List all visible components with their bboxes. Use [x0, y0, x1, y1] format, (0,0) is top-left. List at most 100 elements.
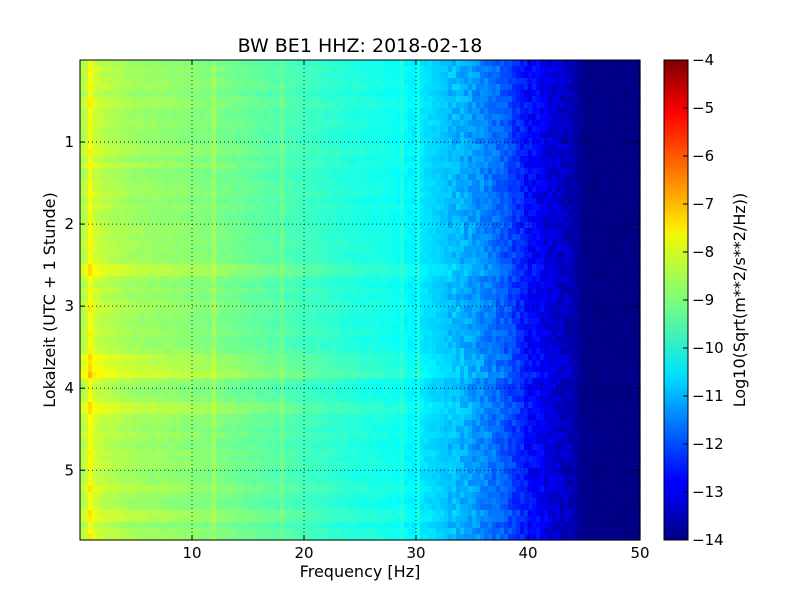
heatmap-cell: [84, 192, 89, 199]
heatmap-cell: [240, 156, 245, 163]
heatmap-cell: [404, 204, 409, 211]
heatmap-cell: [616, 204, 621, 211]
heatmap-cell: [232, 84, 237, 91]
heatmap-cell: [116, 168, 121, 175]
heatmap-cell: [104, 96, 109, 103]
heatmap-cell: [240, 114, 245, 121]
heatmap-cell: [480, 144, 485, 151]
heatmap-cell: [168, 228, 173, 235]
heatmap-cell: [476, 102, 481, 109]
heatmap-cell: [608, 198, 613, 205]
heatmap-cell: [344, 264, 349, 271]
heatmap-cell: [552, 198, 557, 205]
heatmap-cell: [412, 150, 417, 157]
heatmap-cell: [612, 156, 617, 163]
heatmap-cell: [352, 138, 357, 145]
heatmap-cell: [160, 240, 165, 247]
heatmap-cell: [580, 198, 585, 205]
heatmap-cell: [380, 192, 385, 199]
heatmap-cell: [172, 240, 177, 247]
heatmap-cell: [636, 102, 641, 109]
heatmap-cell: [116, 204, 121, 211]
heatmap-cell: [224, 102, 229, 109]
heatmap-cell: [488, 192, 493, 199]
heatmap-cell: [588, 246, 593, 253]
heatmap-cell: [104, 180, 109, 187]
heatmap-cell: [216, 258, 221, 265]
heatmap-cell: [512, 162, 517, 169]
heatmap-cell: [352, 192, 357, 199]
heatmap-cell: [624, 168, 629, 175]
heatmap-cell: [420, 60, 425, 67]
heatmap-cell: [476, 240, 481, 247]
heatmap-cell: [128, 114, 133, 121]
heatmap-cell: [92, 156, 97, 163]
heatmap-cell: [484, 90, 489, 97]
heatmap-cell: [172, 102, 177, 109]
heatmap-cell: [140, 252, 145, 259]
heatmap-cell: [408, 60, 413, 67]
heatmap-cell: [312, 198, 317, 205]
heatmap-cell: [88, 246, 93, 253]
heatmap-cell: [144, 162, 149, 169]
heatmap-cell: [524, 114, 529, 121]
heatmap-cell: [596, 84, 601, 91]
heatmap-cell: [392, 84, 397, 91]
heatmap-cell: [120, 102, 125, 109]
heatmap-cell: [600, 150, 605, 157]
heatmap-cell: [452, 60, 457, 67]
heatmap-cell: [128, 204, 133, 211]
heatmap-cell: [384, 270, 389, 277]
heatmap-cell: [172, 198, 177, 205]
heatmap-cell: [440, 168, 445, 175]
heatmap-cell: [372, 270, 377, 277]
heatmap-cells: [80, 60, 641, 541]
heatmap-cell: [536, 234, 541, 241]
heatmap-cell: [156, 126, 161, 133]
heatmap-cell: [600, 114, 605, 121]
heatmap-cell: [476, 162, 481, 169]
heatmap-cell: [312, 60, 317, 67]
heatmap-cell: [400, 138, 405, 145]
heatmap-cell: [212, 150, 217, 157]
heatmap-cell: [304, 270, 309, 277]
heatmap-cell: [548, 258, 553, 265]
heatmap-cell: [552, 108, 557, 115]
heatmap-cell: [332, 90, 337, 97]
heatmap-cell: [608, 132, 613, 139]
heatmap-cell: [360, 156, 365, 163]
heatmap-cell: [436, 210, 441, 217]
heatmap-cell: [604, 150, 609, 157]
heatmap-cell: [292, 144, 297, 151]
heatmap-cell: [596, 198, 601, 205]
heatmap-cell: [624, 66, 629, 73]
heatmap-cell: [316, 240, 321, 247]
heatmap-cell: [132, 258, 137, 265]
heatmap-cell: [496, 186, 501, 193]
heatmap-cell: [596, 78, 601, 85]
heatmap-cell: [624, 60, 629, 67]
heatmap-cell: [216, 234, 221, 241]
heatmap-cell: [444, 234, 449, 241]
heatmap-cell: [80, 156, 85, 163]
heatmap-cell: [268, 234, 273, 241]
heatmap-cell: [360, 108, 365, 115]
heatmap-cell: [572, 132, 577, 139]
heatmap-cell: [384, 138, 389, 145]
heatmap-cell: [308, 156, 313, 163]
heatmap-cell: [620, 90, 625, 97]
heatmap-cell: [468, 60, 473, 67]
heatmap-cell: [544, 228, 549, 235]
heatmap-cell: [196, 120, 201, 127]
heatmap-cell: [268, 246, 273, 253]
heatmap-cell: [448, 78, 453, 85]
heatmap-cell: [220, 66, 225, 73]
heatmap-cell: [260, 168, 265, 175]
heatmap-cell: [276, 144, 281, 151]
heatmap-cell: [504, 174, 509, 181]
heatmap-cell: [204, 114, 209, 121]
heatmap-cell: [276, 258, 281, 265]
heatmap-cell: [396, 90, 401, 97]
heatmap-cell: [224, 258, 229, 265]
heatmap-cell: [108, 60, 113, 67]
